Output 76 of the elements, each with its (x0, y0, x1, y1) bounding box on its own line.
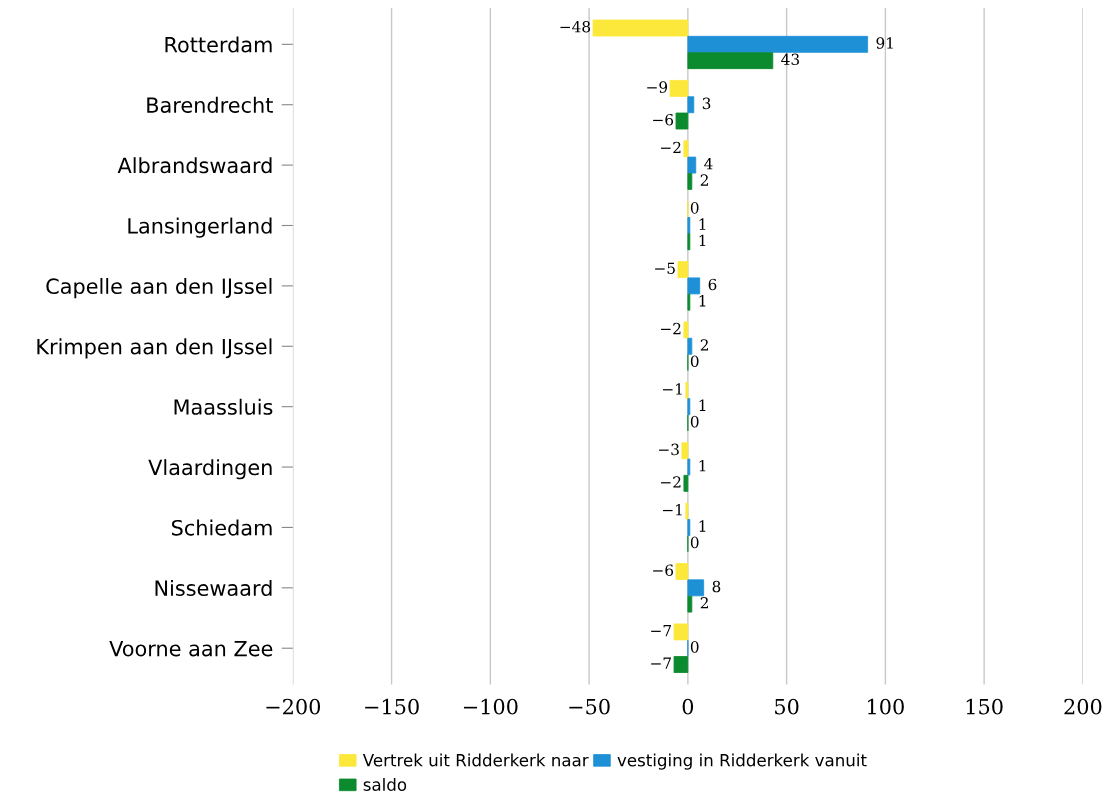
bar (687, 579, 705, 597)
bar (687, 156, 697, 174)
data-label: 0 (690, 536, 699, 549)
y-tick-label: Maassluis (174, 398, 273, 415)
x-tick-label: 150 (966, 698, 1003, 715)
data-label: 0 (690, 641, 699, 653)
bar (687, 173, 693, 190)
x-tick-label: 200 (1064, 698, 1102, 715)
data-label: −3 (659, 443, 679, 456)
legend-label: vestiging in Ridderkerk vanuit (617, 753, 867, 770)
x-tick-label: 0 (682, 698, 694, 715)
data-label: −5 (655, 262, 675, 275)
x-tick-label: −50 (569, 698, 610, 715)
data-label: 43 (781, 53, 799, 66)
data-label: 1 (699, 295, 706, 307)
bar (669, 80, 689, 97)
y-tick-label: Rotterdam (165, 36, 272, 53)
data-label: 1 (699, 459, 706, 472)
data-label: 2 (700, 174, 708, 186)
legend-label: saldo (363, 778, 407, 791)
bar (592, 19, 689, 37)
x-tick-label: 100 (868, 698, 904, 715)
data-label: 3 (702, 97, 711, 110)
bar (675, 563, 689, 580)
data-label: 4 (704, 157, 713, 170)
bar (681, 442, 689, 460)
bar (687, 277, 701, 295)
y-tick-label: Vlaardingen (148, 459, 272, 480)
bar (675, 112, 689, 130)
bar (687, 96, 695, 114)
data-label: −1 (663, 383, 682, 395)
legend-label: Vertrek uit Ridderkerk naar (362, 753, 589, 767)
data-label: −1 (663, 504, 682, 516)
data-label: 1 (699, 520, 706, 532)
bar (687, 35, 869, 53)
data-label: 1 (699, 218, 706, 230)
bar (687, 52, 774, 70)
data-label: 6 (708, 278, 717, 291)
x-tick-label: −100 (463, 698, 518, 715)
data-label: 91 (876, 37, 893, 49)
data-label: 1 (699, 234, 706, 247)
data-label: −2 (661, 141, 681, 154)
y-tick-label: Barendrecht (147, 96, 273, 113)
y-tick-label: Voorne aan Zee (109, 640, 273, 657)
bar (673, 623, 689, 641)
data-label: −6 (653, 564, 674, 576)
data-label: 1 (699, 399, 706, 411)
data-label: 2 (700, 597, 708, 609)
bar (677, 261, 689, 278)
bar (683, 321, 689, 339)
data-label: 2 (700, 339, 708, 351)
data-label: −7 (651, 624, 671, 637)
y-tick-label: Capelle aan den IJssel (46, 277, 272, 299)
data-label: −2 (661, 476, 681, 488)
data-label: −9 (647, 81, 668, 93)
x-tick-label: −150 (365, 698, 419, 715)
data-label: −48 (560, 20, 591, 33)
y-tick-label: Nissewaard (155, 579, 272, 597)
bar (683, 474, 689, 492)
data-label: 8 (712, 580, 721, 593)
data-label: −7 (651, 657, 671, 669)
data-label: 0 (690, 202, 699, 214)
data-label: 0 (690, 355, 699, 368)
bar (687, 595, 693, 613)
data-label: −2 (661, 322, 681, 335)
y-tick-label: Schiedam (171, 519, 272, 536)
bar (687, 337, 693, 355)
y-tick-label: Krimpen aan den IJssel (37, 338, 272, 359)
bar (673, 656, 689, 673)
y-tick-label: Albrandswaard (117, 157, 272, 174)
x-tick-label: −200 (266, 698, 321, 715)
data-label: 0 (690, 415, 699, 428)
bar (683, 140, 689, 158)
data-label: −6 (653, 113, 674, 126)
y-tick-label: Lansingerland (128, 217, 272, 238)
x-tick-label: 50 (775, 698, 799, 715)
